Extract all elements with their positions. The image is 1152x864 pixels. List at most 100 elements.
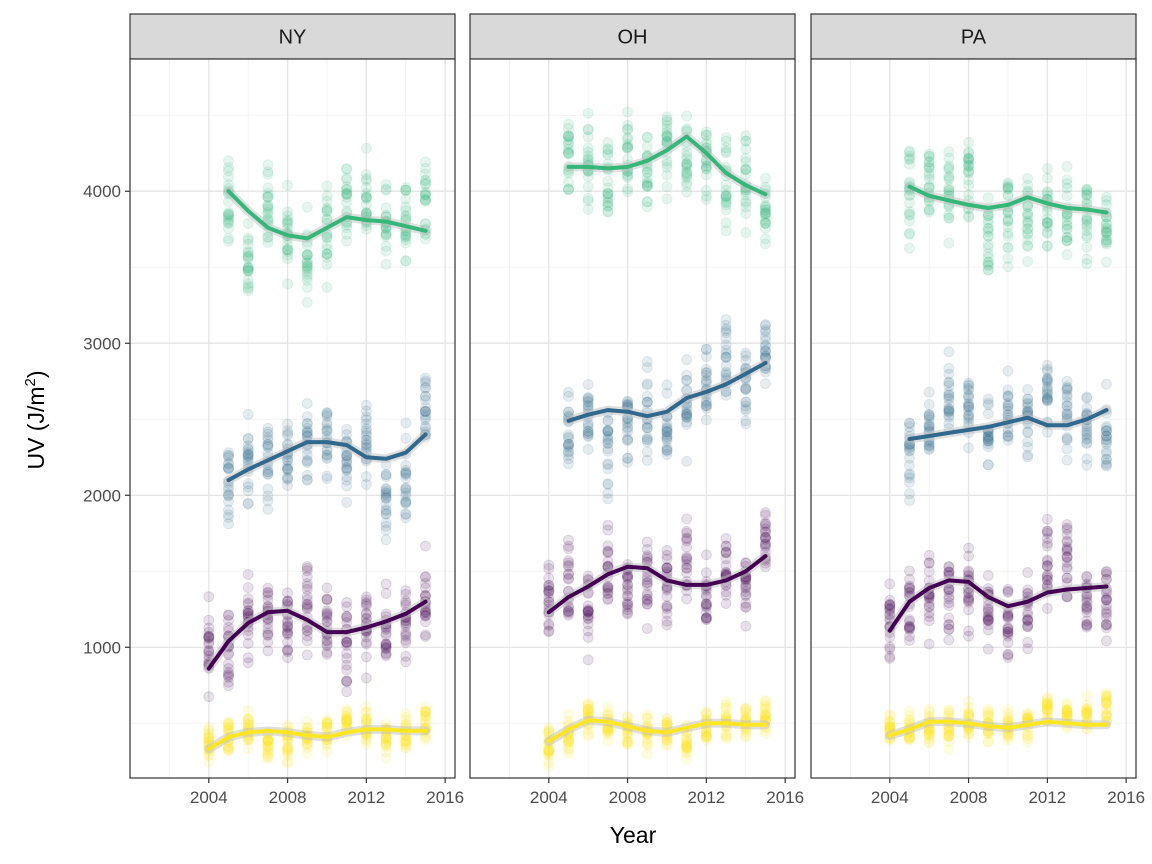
data-point — [262, 629, 274, 641]
data-point — [419, 372, 431, 384]
data-point — [301, 418, 313, 430]
data-point — [301, 562, 313, 574]
data-point — [301, 578, 313, 590]
data-point — [341, 636, 353, 648]
data-point — [759, 696, 771, 708]
data-point — [759, 324, 771, 336]
data-point — [562, 131, 574, 143]
data-point — [321, 258, 333, 270]
data-point — [301, 565, 313, 577]
data-point — [222, 744, 234, 756]
data-point — [400, 509, 412, 521]
data-point — [360, 598, 372, 610]
data-point — [400, 497, 412, 509]
data-point — [622, 710, 634, 722]
data-point — [321, 243, 333, 255]
data-point — [720, 314, 732, 326]
data-point — [982, 238, 994, 250]
data-point — [262, 629, 274, 641]
data-point — [222, 155, 234, 167]
data-point — [282, 621, 294, 633]
x-axis-title: Year — [610, 822, 657, 848]
data-point — [301, 747, 313, 759]
data-point — [419, 194, 431, 206]
data-point — [419, 156, 431, 168]
data-point — [582, 378, 594, 390]
data-point — [321, 190, 333, 202]
data-point — [982, 710, 994, 722]
data-point — [419, 630, 431, 642]
data-point — [341, 174, 353, 186]
data-point — [203, 691, 215, 703]
data-point — [1100, 420, 1112, 432]
data-point — [400, 432, 412, 444]
data-point — [622, 172, 634, 184]
data-point — [321, 470, 333, 482]
data-point — [301, 599, 313, 611]
data-point — [1061, 375, 1073, 387]
data-point — [341, 471, 353, 483]
data-point — [1061, 519, 1073, 531]
data-point — [282, 278, 294, 290]
data-point — [602, 540, 614, 552]
data-point — [380, 470, 392, 482]
data-point — [262, 441, 274, 453]
data-point — [262, 200, 274, 212]
data-point — [222, 171, 234, 183]
data-point — [582, 443, 594, 455]
data-point — [341, 496, 353, 508]
data-point — [282, 625, 294, 637]
data-point — [341, 675, 353, 687]
data-point — [1100, 237, 1112, 249]
data-point — [341, 637, 353, 649]
data-point — [419, 629, 431, 641]
data-point — [700, 730, 712, 742]
data-point — [943, 566, 955, 578]
data-point — [903, 208, 915, 220]
data-point — [400, 230, 412, 242]
data-point — [740, 208, 752, 220]
data-point — [360, 713, 372, 725]
data-point — [360, 471, 372, 483]
data-point — [700, 370, 712, 382]
data-point — [301, 456, 313, 468]
data-point — [203, 632, 215, 644]
data-point — [700, 414, 712, 426]
data-point — [301, 249, 313, 261]
data-point — [282, 636, 294, 648]
data-point — [341, 462, 353, 474]
data-point — [222, 718, 234, 730]
data-point — [301, 649, 313, 661]
data-point — [262, 627, 274, 639]
x-tick-label: 2016 — [1107, 788, 1145, 807]
data-point — [222, 449, 234, 461]
data-point — [943, 612, 955, 624]
data-point — [400, 742, 412, 754]
data-point — [262, 438, 274, 450]
data-point — [222, 209, 234, 221]
data-point — [963, 179, 975, 191]
data-point — [1100, 635, 1112, 647]
data-point — [963, 211, 975, 223]
data-point — [341, 612, 353, 624]
data-point — [641, 166, 653, 178]
data-point — [380, 737, 392, 749]
data-point — [321, 419, 333, 431]
data-point — [222, 720, 234, 732]
data-point — [602, 587, 614, 599]
data-point — [360, 199, 372, 211]
data-point — [903, 417, 915, 429]
data-point — [1061, 160, 1073, 172]
data-point — [262, 590, 274, 602]
data-point — [1100, 436, 1112, 448]
data-point — [242, 448, 254, 460]
data-point — [1002, 611, 1014, 623]
data-point — [282, 429, 294, 441]
data-point — [301, 449, 313, 461]
data-point — [341, 458, 353, 470]
data-point — [380, 489, 392, 501]
data-point — [242, 713, 254, 725]
data-point — [419, 405, 431, 417]
data-point — [380, 483, 392, 495]
data-point — [282, 619, 294, 631]
